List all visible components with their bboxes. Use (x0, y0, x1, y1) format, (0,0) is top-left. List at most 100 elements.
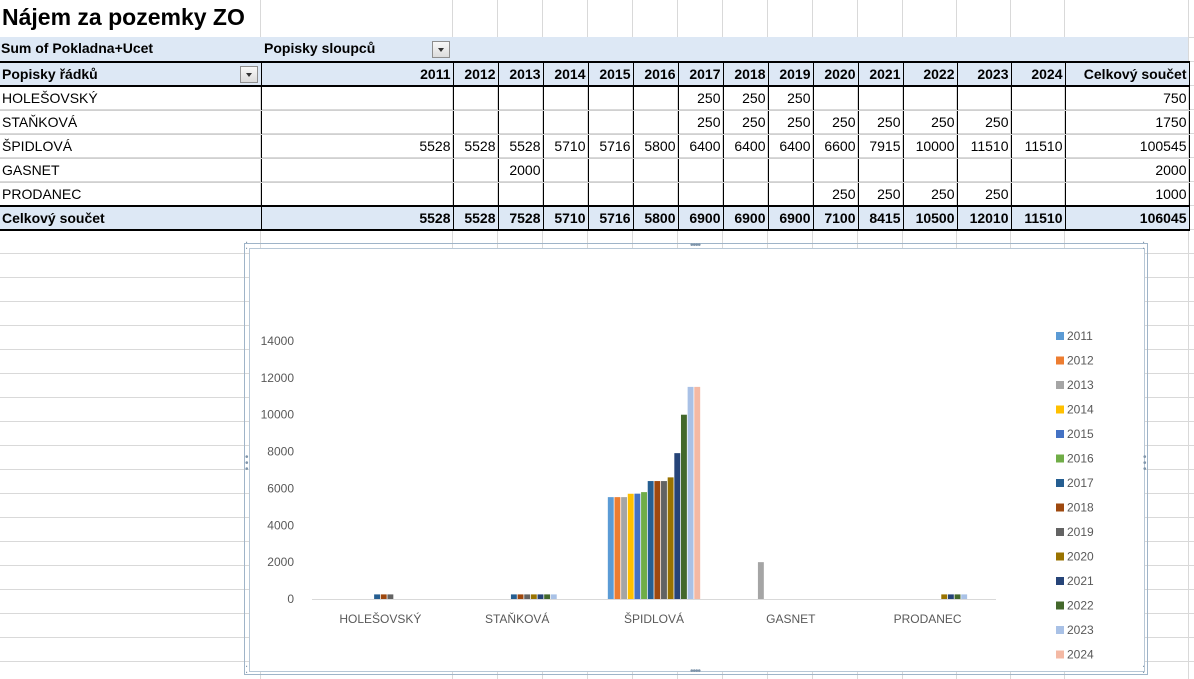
value-cell[interactable] (542, 157, 589, 183)
value-cell[interactable]: 250 (767, 109, 814, 135)
value-cell[interactable] (587, 109, 634, 135)
value-cell[interactable]: 250 (722, 109, 769, 135)
column-total-cell[interactable]: 10500 (902, 205, 958, 231)
bar-chart[interactable]: 0 2000 4000 6000 8000 10000 12000 14000 HOLEŠOVS… (249, 248, 1145, 672)
row-total-cell[interactable]: 100545 (1064, 133, 1190, 159)
column-total-cell[interactable]: 5800 (632, 205, 679, 231)
chart-resize-handle-top-left[interactable]: ⁚ (245, 241, 248, 252)
value-cell[interactable]: 5710 (542, 133, 589, 159)
column-total-cell[interactable]: 7528 (497, 205, 544, 231)
row-total-cell[interactable]: 1000 (1064, 181, 1190, 207)
column-total-cell[interactable]: 5528 (260, 205, 454, 231)
value-cell[interactable] (542, 181, 589, 207)
value-cell[interactable]: 250 (857, 109, 904, 135)
row-label-cell[interactable]: STAŇKOVÁ (0, 109, 262, 135)
value-cell[interactable]: 11510 (956, 133, 1012, 159)
value-cell[interactable]: 5800 (632, 133, 679, 159)
value-cell[interactable]: 5528 (260, 133, 454, 159)
row-total-cell[interactable]: 2000 (1064, 157, 1190, 183)
column-total-cell[interactable]: 6900 (767, 205, 814, 231)
value-cell[interactable]: 5528 (497, 133, 544, 159)
value-cell[interactable] (497, 181, 544, 207)
value-cell[interactable] (902, 85, 958, 111)
chart-resize-handle-top[interactable]: •••• (690, 240, 701, 251)
value-cell[interactable] (722, 157, 769, 183)
chart-resize-handle-bottom-left[interactable]: ⁚ (245, 665, 248, 676)
value-cell[interactable] (452, 109, 499, 135)
value-cell[interactable] (587, 85, 634, 111)
value-cell[interactable] (542, 109, 589, 135)
value-cell[interactable] (452, 157, 499, 183)
value-cell[interactable]: 2000 (497, 157, 544, 183)
value-cell[interactable] (1010, 85, 1066, 111)
year-header-cell[interactable]: 2018 (722, 61, 769, 87)
column-total-cell[interactable]: 11510 (1010, 205, 1066, 231)
year-header-cell[interactable]: 2016 (632, 61, 679, 87)
value-cell[interactable] (632, 157, 679, 183)
year-header-cell[interactable]: 2024 (1010, 61, 1066, 87)
value-cell[interactable]: 250 (956, 109, 1012, 135)
year-header-cell[interactable]: 2014 (542, 61, 589, 87)
row-filter-dropdown-button[interactable] (240, 66, 258, 83)
column-total-cell[interactable]: 6900 (677, 205, 724, 231)
value-cell[interactable]: 6400 (677, 133, 724, 159)
year-header-cell[interactable]: 2022 (902, 61, 958, 87)
column-total-cell[interactable]: 8415 (857, 205, 904, 231)
year-header-cell[interactable]: 2015 (587, 61, 634, 87)
value-cell[interactable] (956, 157, 1012, 183)
value-cell[interactable]: 6600 (812, 133, 859, 159)
value-cell[interactable]: 250 (722, 85, 769, 111)
row-total-cell[interactable]: 1750 (1064, 109, 1190, 135)
chart-resize-handle-left[interactable]: • • • (245, 452, 249, 475)
value-cell[interactable]: 250 (677, 109, 724, 135)
value-cell[interactable]: 10000 (902, 133, 958, 159)
row-label-cell[interactable]: GASNET (0, 157, 262, 183)
value-cell[interactable]: 250 (902, 109, 958, 135)
year-header-cell[interactable]: 2013 (497, 61, 544, 87)
value-cell[interactable]: 250 (677, 85, 724, 111)
value-cell[interactable]: 250 (956, 181, 1012, 207)
row-label-cell[interactable]: PRODANEC (0, 181, 262, 207)
value-cell[interactable] (587, 157, 634, 183)
value-cell[interactable]: 6400 (722, 133, 769, 159)
value-cell[interactable]: 6400 (767, 133, 814, 159)
chart-selection-frame[interactable] (244, 243, 1148, 675)
value-cell[interactable] (767, 181, 814, 207)
value-cell[interactable] (722, 181, 769, 207)
chart-resize-handle-right[interactable]: • • • (1143, 452, 1147, 475)
column-total-cell[interactable]: 12010 (956, 205, 1012, 231)
grand-total-header[interactable]: Celkový součet (1064, 61, 1190, 87)
column-total-cell[interactable]: 6900 (722, 205, 769, 231)
value-cell[interactable] (857, 157, 904, 183)
pivot-value-field-label[interactable]: Sum of Pokladna+Ucet (1, 40, 154, 56)
value-cell[interactable] (260, 181, 454, 207)
year-header-cell[interactable]: 2023 (956, 61, 1012, 87)
value-cell[interactable]: 250 (857, 181, 904, 207)
row-label-cell[interactable]: ŠPIDLOVÁ (0, 133, 262, 159)
row-label-cell[interactable]: HOLEŠOVSKÝ (0, 85, 262, 111)
column-total-cell[interactable]: 5716 (587, 205, 634, 231)
column-total-cell[interactable]: 7100 (812, 205, 859, 231)
value-cell[interactable] (260, 109, 454, 135)
value-cell[interactable]: 250 (812, 109, 859, 135)
grand-total-label[interactable]: Celkový součet (0, 205, 262, 231)
row-total-cell[interactable]: 750 (1064, 85, 1190, 111)
value-cell[interactable] (497, 109, 544, 135)
year-header-cell[interactable]: 2019 (767, 61, 814, 87)
value-cell[interactable]: 250 (812, 181, 859, 207)
value-cell[interactable] (632, 109, 679, 135)
value-cell[interactable] (857, 85, 904, 111)
grand-total-value[interactable]: 106045 (1064, 205, 1190, 231)
value-cell[interactable]: 5528 (452, 133, 499, 159)
value-cell[interactable] (452, 181, 499, 207)
value-cell[interactable]: 250 (767, 85, 814, 111)
pivot-column-labels[interactable]: Popisky sloupců (264, 40, 376, 56)
chart-resize-handle-top-right[interactable]: ⁚ (1142, 241, 1145, 252)
row-labels-header[interactable]: Popisky řádků (0, 61, 262, 87)
value-cell[interactable] (677, 181, 724, 207)
value-cell[interactable] (587, 181, 634, 207)
value-cell[interactable] (1010, 181, 1066, 207)
value-cell[interactable] (677, 157, 724, 183)
value-cell[interactable] (812, 85, 859, 111)
value-cell[interactable]: 7915 (857, 133, 904, 159)
